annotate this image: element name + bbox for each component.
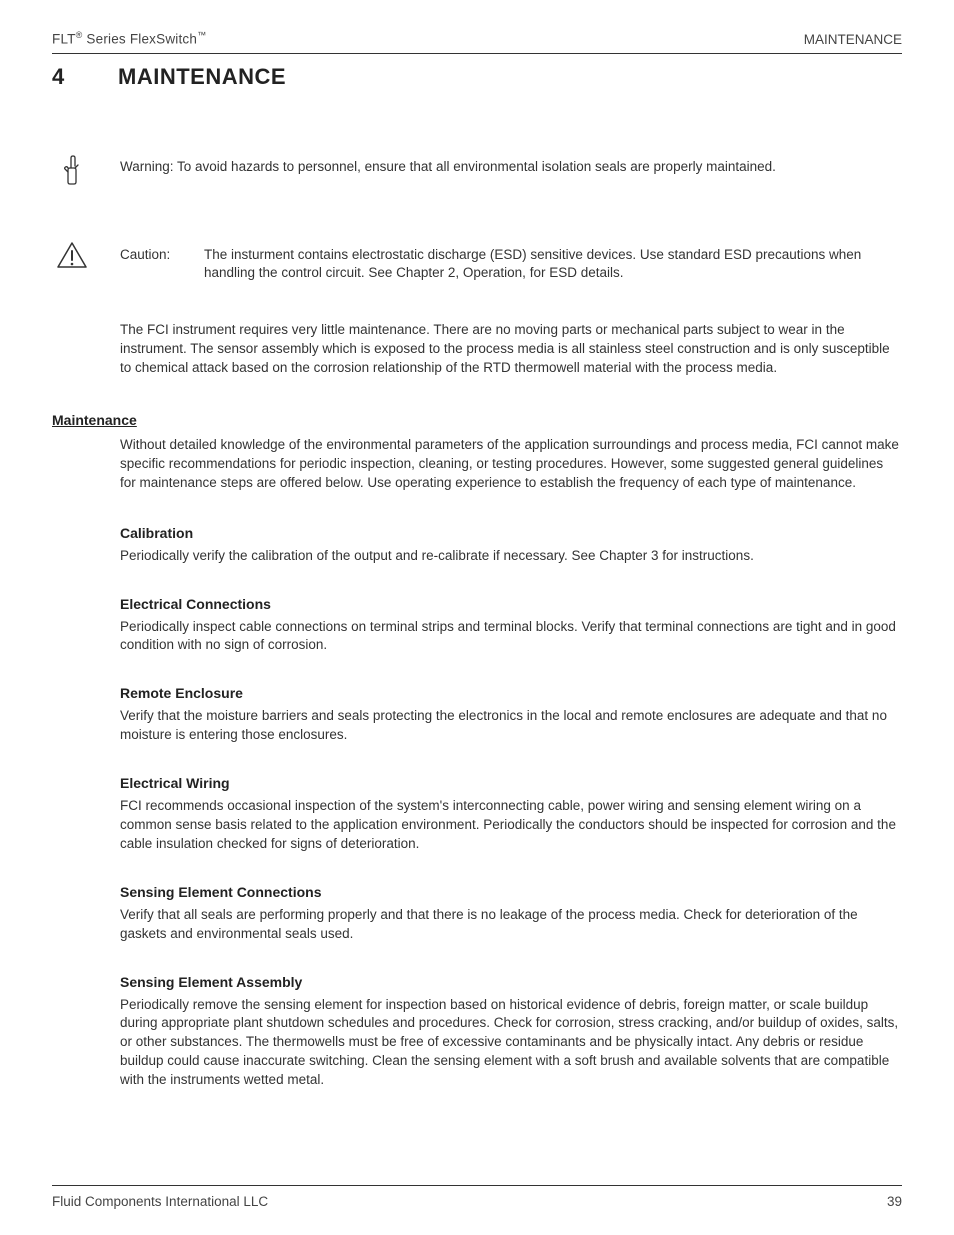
footer-page-number: 39 xyxy=(887,1194,902,1209)
subsection-body: FCI recommends occasional inspection of … xyxy=(120,797,902,854)
subsection-heading: Calibration xyxy=(120,525,902,541)
header-product-prefix: FLT xyxy=(52,32,76,47)
intro-paragraph: The FCI instrument requires very little … xyxy=(120,321,902,378)
chapter-title-text: MAINTENANCE xyxy=(118,64,286,90)
caution-body: Caution: The insturment contains electro… xyxy=(92,238,902,284)
subsection-heading: Electrical Wiring xyxy=(120,775,902,791)
footer-company: Fluid Components International LLC xyxy=(52,1194,268,1209)
subsection-heading: Sensing Element Connections xyxy=(120,884,902,900)
warning-text: Warning: To avoid hazards to personnel, … xyxy=(92,150,902,177)
subsection-body: Periodically verify the calibration of t… xyxy=(120,547,902,566)
chapter-number: 4 xyxy=(52,64,118,90)
caution-label: Caution: xyxy=(120,246,204,284)
warning-block: Warning: To avoid hazards to personnel, … xyxy=(52,150,902,186)
maintenance-heading: Maintenance xyxy=(52,412,902,428)
subsection-body: Periodically remove the sensing element … xyxy=(120,996,902,1090)
subsection-heading: Electrical Connections xyxy=(120,596,902,612)
page-footer: Fluid Components International LLC 39 xyxy=(52,1185,902,1209)
subsection-heading: Sensing Element Assembly xyxy=(120,974,902,990)
caution-text: The insturment contains electrostatic di… xyxy=(204,246,902,284)
subsection-body: Periodically inspect cable connections o… xyxy=(120,618,902,656)
hand-icon xyxy=(52,150,92,186)
header-left: FLT® Series FlexSwitch™ xyxy=(52,30,206,47)
caution-triangle-icon xyxy=(52,238,92,270)
page-header: FLT® Series FlexSwitch™ MAINTENANCE xyxy=(52,30,902,54)
header-product-mid: Series FlexSwitch xyxy=(82,32,197,47)
header-right: MAINTENANCE xyxy=(804,32,902,47)
subsection-body: Verify that the moisture barriers and se… xyxy=(120,707,902,745)
subsection-heading: Remote Enclosure xyxy=(120,685,902,701)
header-tm-mark: ™ xyxy=(197,30,206,40)
maintenance-intro: Without detailed knowledge of the enviro… xyxy=(120,436,902,493)
caution-block: Caution: The insturment contains electro… xyxy=(52,238,902,284)
subsection-body: Verify that all seals are performing pro… xyxy=(120,906,902,944)
chapter-heading: 4 MAINTENANCE xyxy=(52,64,902,90)
subsections-container: Calibration Periodically verify the calib… xyxy=(52,525,902,1090)
